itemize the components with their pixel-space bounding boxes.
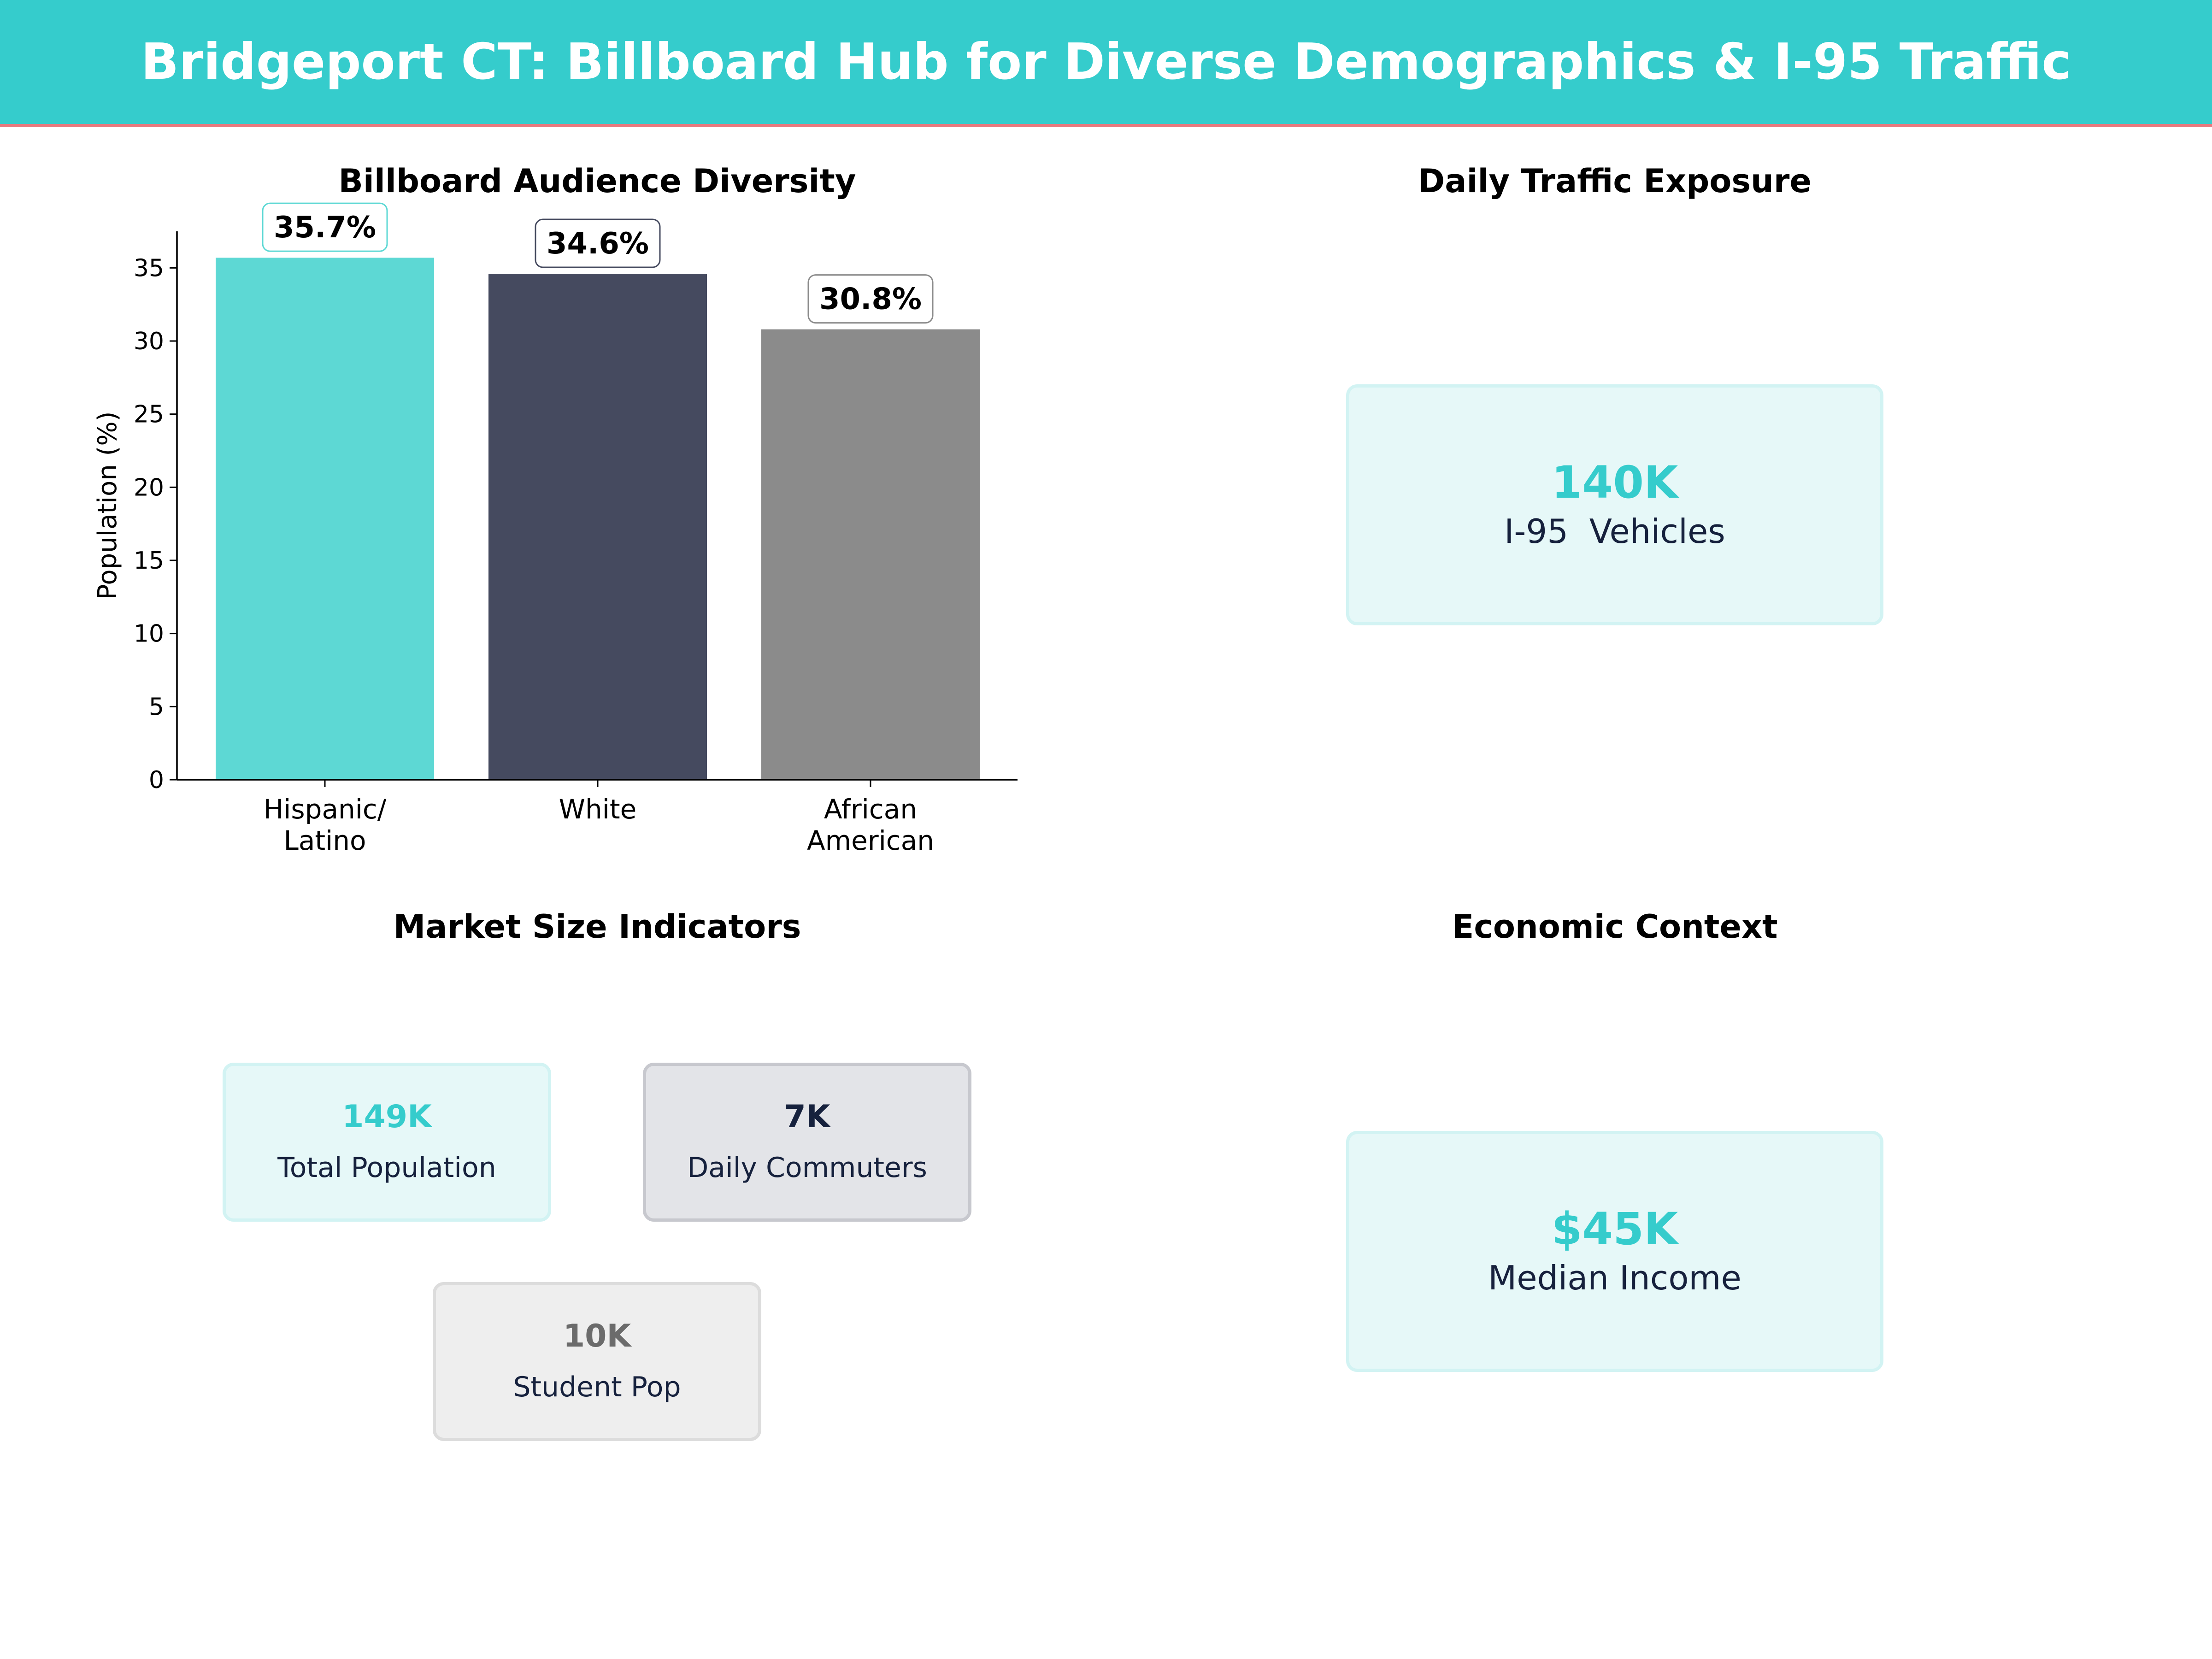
students-kpi-card: 10K Student Pop — [433, 1282, 761, 1441]
data-label-box-1 — [535, 218, 661, 268]
income-kpi-card: $45K Median Income — [1346, 1131, 1883, 1372]
traffic-value: 140K — [1551, 456, 1678, 508]
y-tick-label-2: 10 — [134, 620, 164, 648]
commuters-kpi-card: 7K Daily Commuters — [643, 1063, 971, 1222]
chart-title: Billboard Audience Diversity — [338, 162, 856, 200]
data-label-1: 34.6% — [547, 227, 649, 261]
x-ticks: Hispanic/Latino White African American — [264, 780, 934, 856]
traffic-label: I-95 Vehicles — [1504, 512, 1725, 551]
bar-1 — [488, 274, 707, 780]
commuters-label: Daily Commuters — [687, 1151, 927, 1184]
y-tick-label-5: 25 — [134, 401, 164, 429]
data-label-2: 30.8% — [819, 282, 922, 317]
market-panel-title: Market Size Indicators — [393, 908, 801, 946]
x-tick-label-2: African American — [807, 794, 934, 856]
income-label: Median Income — [1488, 1259, 1741, 1298]
header-banner: Bridgeport CT: Billboard Hub for Diverse… — [0, 0, 2212, 127]
chart-data-labels: 35.7% 34.6% 30.8% — [262, 202, 934, 324]
income-value: $45K — [1551, 1203, 1678, 1255]
y-axis-label: Population (%) — [93, 412, 123, 600]
data-label-box-0 — [262, 202, 388, 252]
students-value: 10K — [563, 1318, 631, 1355]
population-label: Total Population — [277, 1151, 496, 1184]
chart-bars — [216, 258, 980, 780]
y-tick-label-6: 30 — [134, 328, 164, 355]
bar-0 — [216, 258, 434, 780]
data-label-box-2 — [807, 274, 934, 324]
data-label-0: 35.7% — [274, 211, 376, 245]
x-tick-label-1: White — [559, 794, 637, 825]
x-tick-label-0: Hispanic/Latino — [264, 794, 387, 856]
y-ticks: 0 5 10 15 20 25 30 35 — [134, 254, 177, 794]
population-kpi-card: 149K Total Population — [223, 1063, 551, 1222]
population-value: 149K — [342, 1099, 432, 1135]
y-tick-label-4: 20 — [134, 474, 164, 501]
students-label: Student Pop — [513, 1371, 681, 1403]
economic-panel-title: Economic Context — [1452, 908, 1778, 946]
y-tick-label-3: 15 — [134, 547, 164, 575]
y-tick-label-7: 35 — [134, 254, 164, 282]
y-tick-label-0: 0 — [149, 766, 164, 794]
traffic-kpi-card: 140K I-95 Vehicles — [1346, 384, 1883, 625]
bar-2 — [761, 329, 980, 780]
commuters-value: 7K — [784, 1099, 830, 1135]
y-tick-label-1: 5 — [149, 693, 164, 721]
traffic-panel-title: Daily Traffic Exposure — [1418, 162, 1812, 200]
page-title: Bridgeport CT: Billboard Hub for Diverse… — [141, 33, 2071, 91]
